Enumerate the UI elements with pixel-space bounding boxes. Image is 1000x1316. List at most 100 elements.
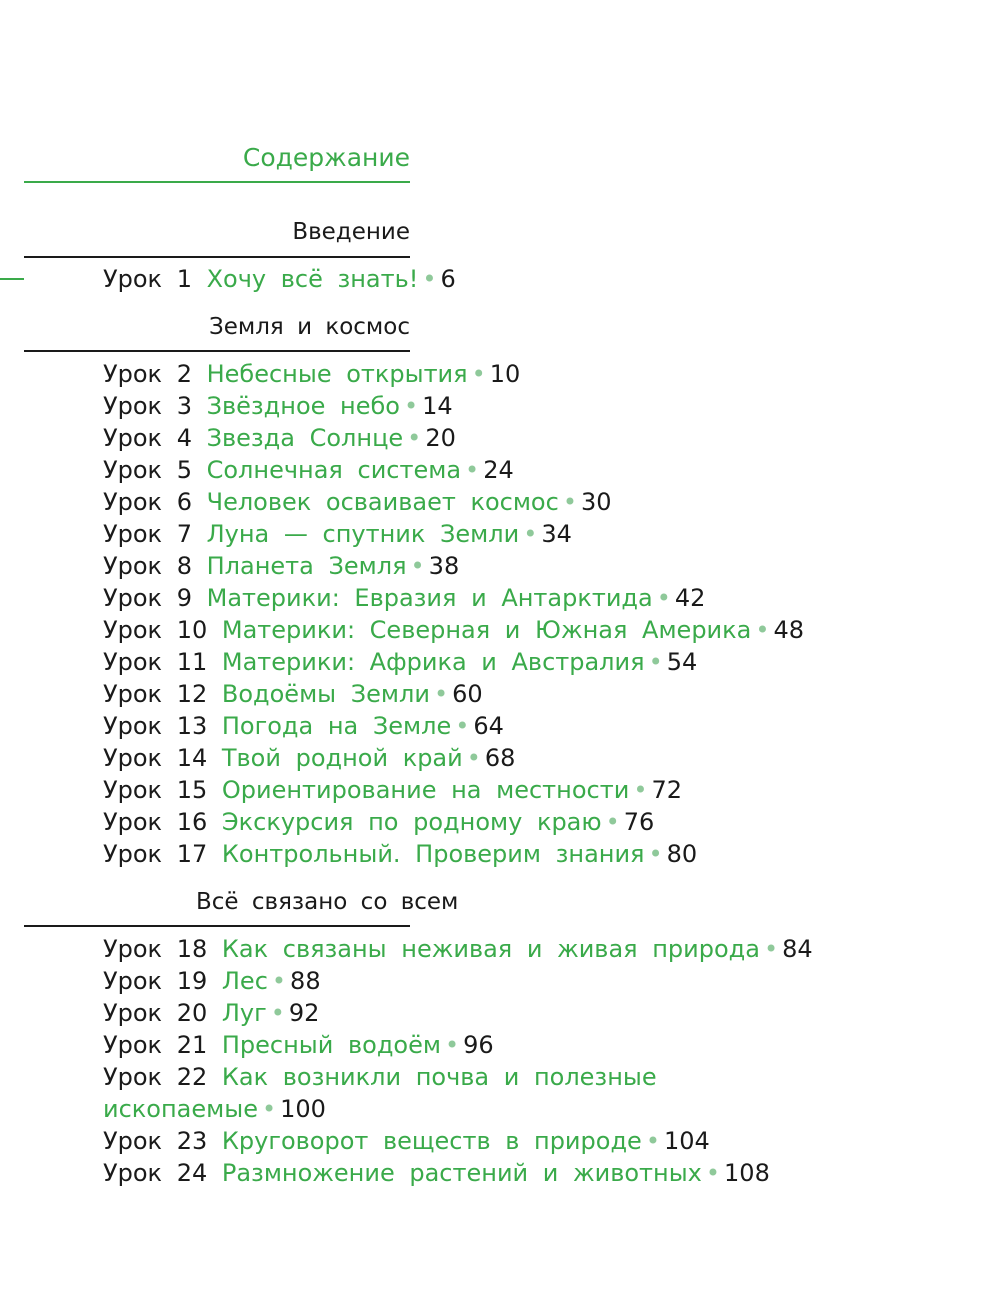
lesson-title: Звезда Солнце bbox=[206, 424, 404, 452]
page-number: 72 bbox=[651, 776, 683, 804]
bullet: • bbox=[648, 648, 663, 676]
bullet: • bbox=[605, 808, 620, 836]
page-number: 48 bbox=[773, 616, 805, 644]
page-number: 92 bbox=[288, 999, 320, 1027]
lesson-label: Урок bbox=[103, 584, 163, 612]
bullet: • bbox=[471, 360, 486, 388]
bullet: • bbox=[403, 392, 419, 420]
lesson-label: Урок bbox=[103, 360, 163, 388]
toc-entry[interactable]: Урок 12 Водоёмы Земли • 60 bbox=[103, 678, 804, 710]
lesson-title: Круговорот веществ в природе bbox=[221, 1127, 642, 1155]
lesson-title: Как связаны неживая и живая природа bbox=[221, 935, 760, 963]
toc-entry[interactable]: Урок 2 Небесные открытия • 10 bbox=[103, 358, 804, 390]
lesson-number: 20 bbox=[176, 999, 208, 1027]
toc-entry[interactable]: Урок 24 Размножение растений и животных •… bbox=[103, 1157, 813, 1189]
lesson-number: 6 bbox=[176, 488, 192, 516]
page-number: 20 bbox=[425, 424, 456, 452]
lesson-label: Урок bbox=[103, 424, 163, 452]
toc-entry[interactable]: Урок 10 Материки: Северная и Южная Амери… bbox=[103, 614, 804, 646]
lesson-title: Материки: Африка и Австралия bbox=[221, 648, 645, 676]
toc-entry[interactable]: Урок 14 Твой родной край • 68 bbox=[103, 742, 804, 774]
bullet: • bbox=[444, 1031, 460, 1059]
lesson-number: 22 bbox=[176, 1063, 208, 1091]
lesson-number: 18 bbox=[176, 935, 208, 963]
lesson-label: Урок bbox=[103, 1159, 163, 1187]
page-number: 100 bbox=[280, 1095, 326, 1123]
toc-entry[interactable]: Урок 1 Хочу всё знать! • 6 bbox=[103, 263, 456, 295]
bullet: • bbox=[705, 1159, 721, 1187]
bullet: • bbox=[410, 552, 425, 580]
toc-entry[interactable]: Урок 16 Экскурсия по родному краю • 76 bbox=[103, 806, 804, 838]
toc-entry[interactable]: Урок 19 Лес • 88 bbox=[103, 965, 813, 997]
lesson-label: Урок bbox=[103, 808, 163, 836]
toc-entry[interactable]: Урок 20 Луг • 92 bbox=[103, 997, 813, 1029]
page-number: 88 bbox=[290, 967, 321, 995]
toc-entry[interactable]: Урок 4 Звезда Солнце • 20 bbox=[103, 422, 804, 454]
lesson-title: Как возникли почва и полезные ископаемые bbox=[103, 1063, 657, 1123]
page-number: 6 bbox=[440, 265, 456, 293]
lesson-label: Урок bbox=[103, 488, 163, 516]
toc-entry[interactable]: Урок 3 Звёздное небо • 14 bbox=[103, 390, 804, 422]
lesson-number: 13 bbox=[176, 712, 208, 740]
toc-entry[interactable]: Урок 17 Контрольный. Проверим знания • 80 bbox=[103, 838, 804, 870]
toc-entry[interactable]: Урок 13 Погода на Земле • 64 bbox=[103, 710, 804, 742]
lesson-number: 16 bbox=[176, 808, 208, 836]
page-number: 30 bbox=[580, 488, 612, 516]
toc-entry[interactable]: Урок 5 Солнечная система • 24 bbox=[103, 454, 804, 486]
bullet: • bbox=[523, 520, 538, 548]
lesson-label: Урок bbox=[103, 776, 163, 804]
page-number: 60 bbox=[452, 680, 483, 708]
toc-entry[interactable]: Урок 8 Планета Земля • 38 bbox=[103, 550, 804, 582]
lesson-title: Материки: Северная и Южная Америка bbox=[221, 616, 752, 644]
lesson-label: Урок bbox=[103, 265, 163, 293]
toc-entry[interactable]: Урок 23 Круговорот веществ в природе • 104 bbox=[103, 1125, 813, 1157]
page-number: 10 bbox=[489, 360, 521, 388]
bullet: • bbox=[465, 456, 480, 484]
page-number: 108 bbox=[724, 1159, 770, 1187]
page-number: 68 bbox=[484, 744, 516, 772]
toc-entry[interactable]: Урок 22 Как возникли почва и полезные ис… bbox=[103, 1061, 723, 1125]
lesson-label: Урок bbox=[103, 1063, 163, 1091]
bullet: • bbox=[763, 935, 779, 963]
lesson-title: Ориентирование на местности bbox=[221, 776, 630, 804]
toc-entry[interactable]: Урок 15 Ориентирование на местности • 72 bbox=[103, 774, 804, 806]
lesson-label: Урок bbox=[103, 1031, 163, 1059]
toc-entry[interactable]: Урок 9 Материки: Евразия и Антарктида • 42 bbox=[103, 582, 804, 614]
toc-entry[interactable]: Урок 7 Луна — спутник Земли • 34 bbox=[103, 518, 804, 550]
lesson-number: 11 bbox=[176, 648, 208, 676]
page-number: 14 bbox=[422, 392, 453, 420]
lesson-label: Урок bbox=[103, 935, 163, 963]
toc-entry[interactable]: Урок 11 Материки: Африка и Австралия • 54 bbox=[103, 646, 804, 678]
page-title: Содержание bbox=[242, 143, 410, 172]
lesson-title: Материки: Евразия и Антарктида bbox=[206, 584, 653, 612]
lesson-label: Урок bbox=[103, 712, 163, 740]
lesson-title: Твой родной край bbox=[221, 744, 463, 772]
lesson-number: 12 bbox=[176, 680, 208, 708]
lesson-label: Урок bbox=[103, 648, 163, 676]
lesson-label: Урок bbox=[103, 616, 163, 644]
page-number: 24 bbox=[483, 456, 514, 484]
current-marker bbox=[0, 278, 24, 280]
page-number: 64 bbox=[473, 712, 504, 740]
toc-entry[interactable]: Урок 21 Пресный водоём • 96 bbox=[103, 1029, 813, 1061]
page-number: 34 bbox=[541, 520, 572, 548]
lesson-title: Планета Земля bbox=[206, 552, 407, 580]
lesson-number: 4 bbox=[176, 424, 192, 452]
lesson-title: Луг bbox=[221, 999, 267, 1027]
lesson-number: 9 bbox=[176, 584, 192, 612]
bullet: • bbox=[656, 584, 671, 612]
lesson-title: Солнечная система bbox=[206, 456, 462, 484]
lesson-label: Урок bbox=[103, 999, 163, 1027]
lesson-title: Луна — спутник Земли bbox=[206, 520, 520, 548]
lesson-number: 2 bbox=[176, 360, 192, 388]
page-number: 42 bbox=[674, 584, 706, 612]
lesson-title: Звёздное небо bbox=[206, 392, 400, 420]
page-number: 76 bbox=[623, 808, 655, 836]
toc-entry[interactable]: Урок 18 Как связаны неживая и живая прир… bbox=[103, 933, 813, 965]
bullet: • bbox=[407, 424, 422, 452]
bullet: • bbox=[562, 488, 577, 516]
bullet: • bbox=[271, 967, 287, 995]
lesson-number: 17 bbox=[176, 840, 208, 868]
toc-entry[interactable]: Урок 6 Человек осваивает космос • 30 bbox=[103, 486, 804, 518]
bullet: • bbox=[270, 999, 285, 1027]
